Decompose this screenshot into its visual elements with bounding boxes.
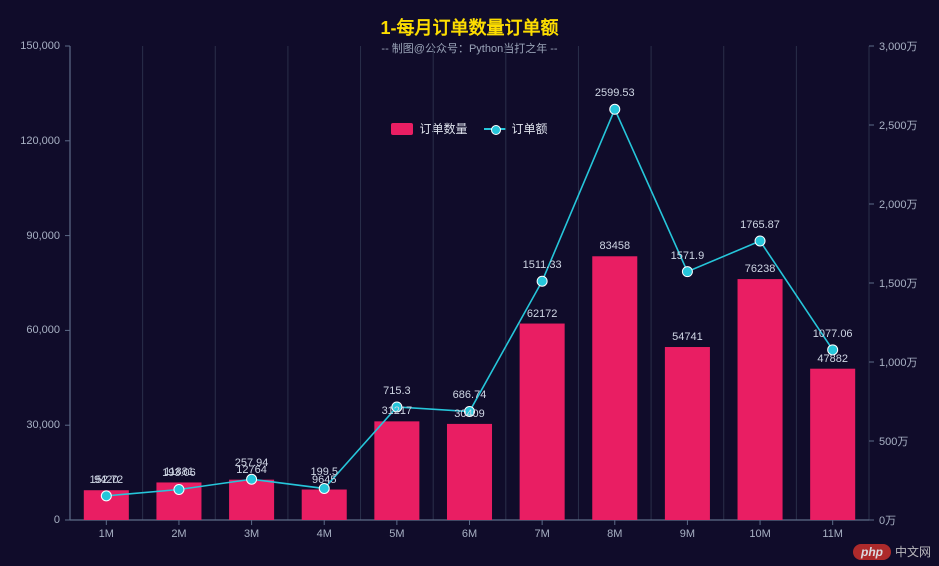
y-left-tick-label: 120,000 — [20, 135, 60, 147]
line-marker[interactable] — [247, 474, 257, 484]
x-tick-label: 10M — [749, 528, 770, 540]
x-tick-label: 3M — [244, 528, 259, 540]
watermark-logo: php — [853, 544, 891, 560]
line-value-label: 193.06 — [162, 467, 196, 479]
y-right-tick-label: 500万 — [879, 433, 908, 449]
line-value-label: 199.5 — [310, 466, 338, 478]
line-value-label: 257.94 — [235, 457, 269, 469]
watermark-suffix: 中文网 — [895, 543, 931, 560]
line-value-label: 2599.53 — [595, 87, 635, 99]
chart-container: 1-每月订单数量订单额 -- 制图@公众号：Python当打之年 -- 订单数量… — [0, 0, 939, 566]
bar-value-label: 31217 — [382, 405, 413, 417]
line-value-label: 1511.33 — [523, 259, 562, 271]
line-marker[interactable] — [610, 104, 620, 114]
y-left-tick-label: 0 — [54, 514, 60, 526]
x-tick-label: 6M — [462, 528, 477, 540]
line-value-label: 715.3 — [383, 385, 411, 397]
x-tick-label: 8M — [607, 528, 622, 540]
x-tick-label: 1M — [99, 528, 114, 540]
plot-area — [70, 46, 869, 520]
line-value-label: 686.74 — [453, 389, 487, 401]
y-left-tick-label: 150,000 — [20, 40, 60, 52]
y-left-tick-label: 90,000 — [26, 230, 60, 242]
x-tick-label: 7M — [534, 528, 549, 540]
y-right-tick-label: 3,000万 — [879, 38, 918, 54]
y-right-tick-label: 1,500万 — [879, 275, 918, 291]
y-left-tick-label: 60,000 — [26, 324, 60, 336]
x-tick-label: 9M — [680, 528, 695, 540]
y-right-tick-label: 1,000万 — [879, 354, 918, 370]
bar-value-label: 30409 — [454, 408, 485, 420]
line-marker[interactable] — [682, 267, 692, 277]
x-tick-label: 2M — [171, 528, 186, 540]
y-right-tick-label: 2,500万 — [879, 117, 918, 133]
bar-value-label: 83458 — [599, 240, 630, 252]
line-svg — [70, 46, 869, 520]
y-left-tick-label: 30,000 — [26, 419, 60, 431]
watermark: php 中文网 — [853, 543, 931, 560]
line-series[interactable] — [106, 109, 832, 496]
line-value-label: 1571.9 — [671, 250, 705, 262]
line-marker[interactable] — [537, 276, 547, 286]
x-tick-label: 4M — [317, 528, 332, 540]
bar-value-label: 47882 — [817, 353, 848, 365]
line-value-label: 152.72 — [89, 474, 123, 486]
y-right-tick-label: 0万 — [879, 512, 896, 528]
x-tick-label: 11M — [822, 528, 843, 540]
line-marker[interactable] — [755, 236, 765, 246]
y-right-tick-label: 2,000万 — [879, 196, 918, 212]
bar-value-label: 54741 — [672, 331, 703, 343]
bar-value-label: 76238 — [745, 263, 776, 275]
x-tick-label: 5M — [389, 528, 404, 540]
line-value-label: 1765.87 — [740, 219, 780, 231]
line-value-label: 1077.06 — [813, 328, 853, 340]
line-marker[interactable] — [174, 484, 184, 494]
chart-title: 1-每月订单数量订单额 — [0, 14, 939, 40]
bar-value-label: 62172 — [527, 308, 558, 320]
line-marker[interactable] — [101, 491, 111, 501]
